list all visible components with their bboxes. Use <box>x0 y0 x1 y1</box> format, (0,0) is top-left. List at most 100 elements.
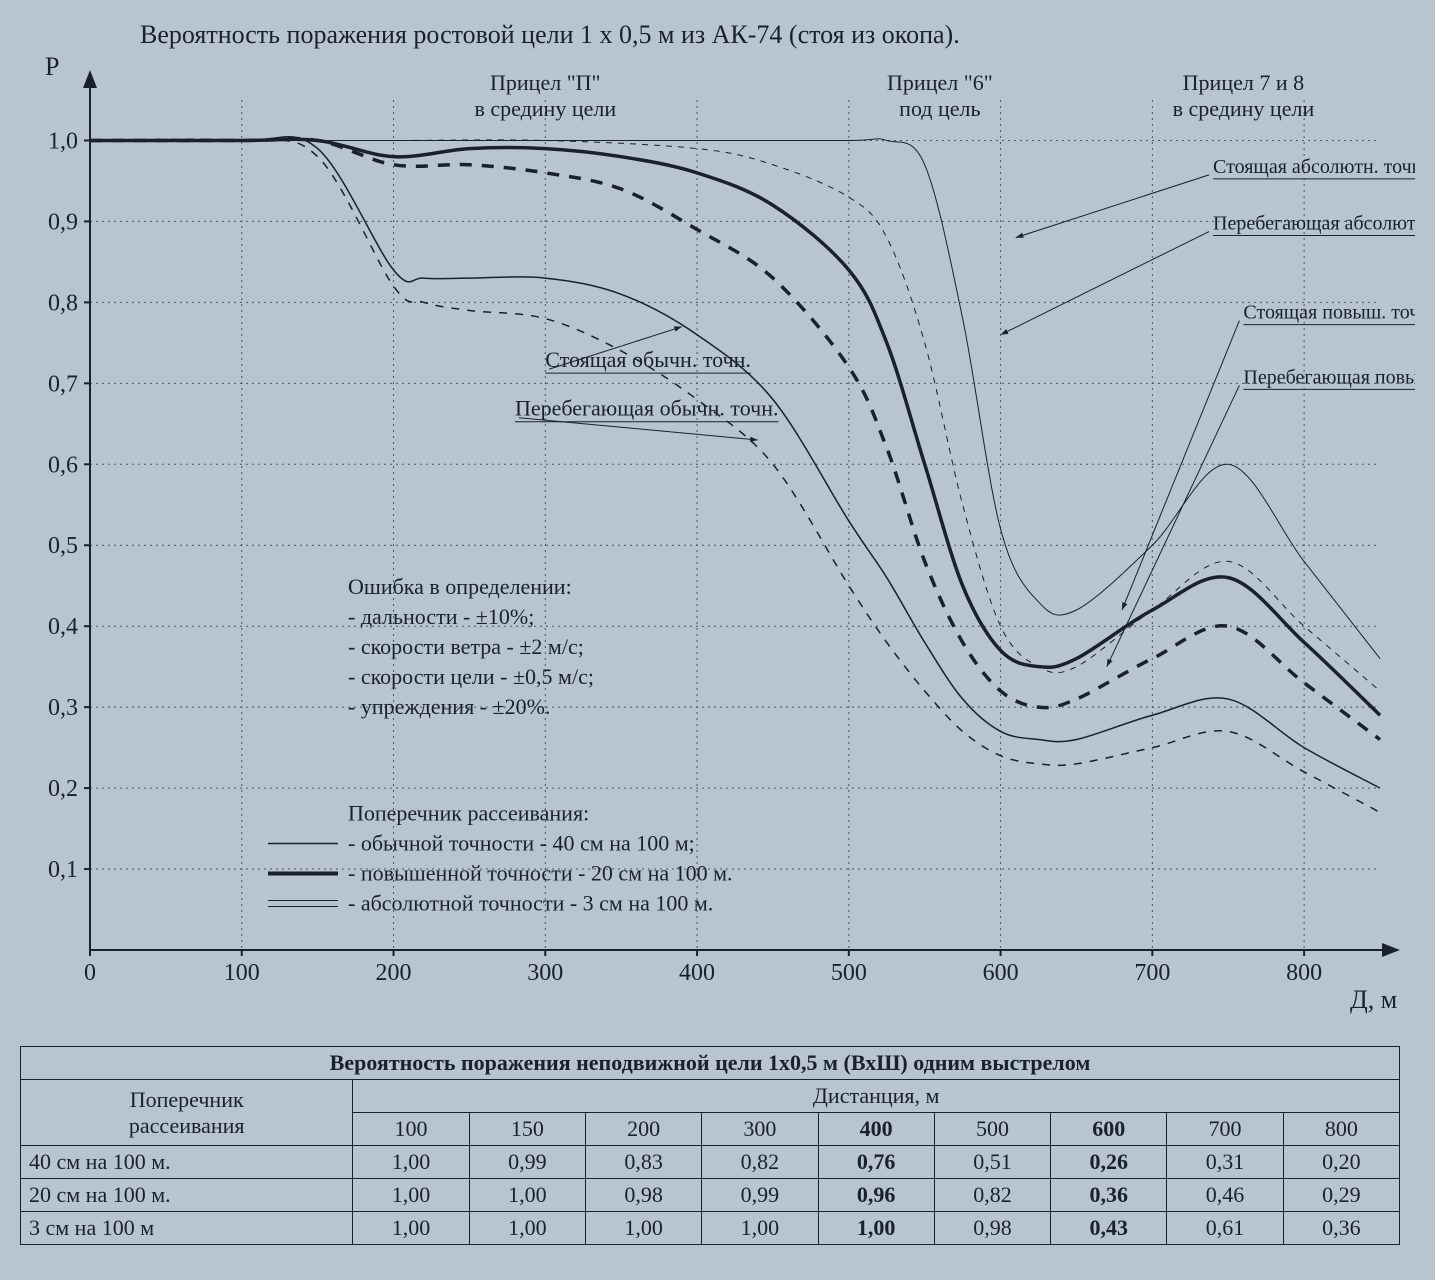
table-row: 3 см на 100 м1,001,001,001,001,000,980,4… <box>21 1212 1400 1245</box>
data-cell: 1,00 <box>585 1212 701 1245</box>
curve-label: Перебегающая повыш. точн. <box>1243 366 1415 388</box>
row-label: 3 см на 100 м <box>21 1212 353 1245</box>
y-tick-label: 0,2 <box>48 776 78 802</box>
y-tick-label: 0,8 <box>48 290 78 316</box>
y-tick-label: 0,1 <box>48 857 78 883</box>
data-cell: 1,00 <box>469 1179 585 1212</box>
data-cell: 1,00 <box>353 1212 469 1245</box>
data-cell: 0,20 <box>1283 1146 1399 1179</box>
chart-area: Вероятность поражения ростовой цели 1 x … <box>20 20 1415 1040</box>
leader-arrow <box>1001 329 1009 335</box>
y-axis-label: P <box>45 52 59 81</box>
data-cell: 0,61 <box>1167 1212 1283 1245</box>
table-title: Вероятность поражения неподвижной цели 1… <box>21 1047 1400 1080</box>
table-row: 20 см на 100 м.1,001,000,980,990,960,820… <box>21 1179 1400 1212</box>
data-cell: 0,36 <box>1051 1179 1167 1212</box>
dispersion-line: - обычной точности - 40 см на 100 м; <box>348 830 695 855</box>
leader-arrow <box>1016 233 1024 238</box>
leader-line <box>519 418 758 440</box>
distance-group-header: Дистанция, м <box>353 1080 1400 1113</box>
row-label: 20 см на 100 м. <box>21 1179 353 1212</box>
x-tick-label: 500 <box>831 960 867 986</box>
row-header-top: Поперечник <box>130 1087 244 1112</box>
leader-line <box>1001 232 1209 335</box>
data-cell: 1,00 <box>469 1212 585 1245</box>
data-cell: 0,76 <box>818 1146 934 1179</box>
curve-label: Стоящая обычн. точн. <box>545 347 751 372</box>
data-cell: 1,00 <box>818 1212 934 1245</box>
data-cell: 0,29 <box>1283 1179 1399 1212</box>
y-tick-label: 0,5 <box>48 533 78 559</box>
x-axis-label: Д, м <box>1350 985 1397 1014</box>
table-body: 40 см на 100 м.1,000,990,830,820,760,510… <box>21 1146 1400 1245</box>
data-cell: 0,96 <box>818 1179 934 1212</box>
leader-arrow <box>1122 602 1127 610</box>
region-label: в средину цели <box>474 96 616 121</box>
y-tick-label: 1,0 <box>48 128 78 154</box>
error-note-line: - скорости ветра - ±2 м/с; <box>348 634 584 659</box>
distance-col-200: 200 <box>585 1113 701 1146</box>
error-note-line: Ошибка в определении: <box>348 574 572 599</box>
data-cell: 0,83 <box>585 1146 701 1179</box>
x-axis-arrow <box>1382 943 1400 957</box>
y-tick-label: 0,3 <box>48 695 78 721</box>
curve-label: Стоящая повыш. точн. <box>1243 302 1415 324</box>
region-label: Прицел "П" <box>490 70 601 95</box>
row-header-bottom: рассеивания <box>129 1113 245 1138</box>
dispersion-line: - абсолютной точности - 3 см на 100 м. <box>348 890 713 915</box>
leader-line <box>1016 175 1209 238</box>
dispersion-header: Поперечник рассеивания: <box>348 800 589 825</box>
data-cell: 1,00 <box>353 1146 469 1179</box>
region-label: в средину цели <box>1173 96 1315 121</box>
y-tick-label: 0,7 <box>48 371 78 397</box>
distance-col-800: 800 <box>1283 1113 1399 1146</box>
data-cell: 0,99 <box>469 1146 585 1179</box>
curve-label: Перебегающая обычн. точн. <box>515 396 779 421</box>
table-header-row-1: Поперечник рассеивания Дистанция, м <box>21 1080 1400 1113</box>
page-container: Вероятность поражения ростовой цели 1 x … <box>20 20 1415 1245</box>
x-tick-label: 600 <box>983 960 1019 986</box>
region-label: Прицел 7 и 8 <box>1183 70 1304 95</box>
data-cell: 0,51 <box>934 1146 1050 1179</box>
distance-col-150: 150 <box>469 1113 585 1146</box>
x-tick-label: 100 <box>224 960 260 986</box>
series-standing-improved <box>90 139 1380 715</box>
curve-label: Перебегающая абсолютн. точн. <box>1213 213 1415 235</box>
x-tick-label: 300 <box>527 960 563 986</box>
curve-label: Стоящая абсолютн. точн. <box>1213 156 1415 178</box>
x-tick-label: 700 <box>1134 960 1170 986</box>
table-row-header: Поперечник рассеивания <box>21 1080 353 1146</box>
dispersion-line: - повышенной точности - 20 см на 100 м. <box>348 860 733 885</box>
chart-svg: 0 100 200 300 400 500 600 700 800 0,1 0,2 0,3 0,4 0,5… <box>20 20 1415 1040</box>
series-running-normal <box>90 139 1380 812</box>
y-tick-label: 0,6 <box>48 452 78 478</box>
data-cell: 0,98 <box>934 1212 1050 1245</box>
probability-table: Вероятность поражения неподвижной цели 1… <box>20 1046 1400 1245</box>
data-cell: 0,98 <box>585 1179 701 1212</box>
y-axis-arrow <box>83 70 97 88</box>
x-tick-label: 200 <box>376 960 412 986</box>
x-tick-label: 400 <box>679 960 715 986</box>
data-cell: 0,82 <box>702 1146 818 1179</box>
y-tick-label: 0,4 <box>48 614 78 640</box>
region-label: под цель <box>899 96 980 121</box>
error-note-line: - упреждения - ±20%. <box>348 694 550 719</box>
distance-col-300: 300 <box>702 1113 818 1146</box>
distance-col-700: 700 <box>1167 1113 1283 1146</box>
table-title-row: Вероятность поражения неподвижной цели 1… <box>21 1047 1400 1080</box>
distance-col-100: 100 <box>353 1113 469 1146</box>
chart-title: Вероятность поражения ростовой цели 1 x … <box>140 20 1340 50</box>
distance-col-600: 600 <box>1051 1113 1167 1146</box>
table-row: 40 см на 100 м.1,000,990,830,820,760,51 0… <box>21 1146 1400 1179</box>
region-label: Прицел "6" <box>887 70 993 95</box>
row-label: 40 см на 100 м. <box>21 1146 353 1179</box>
series-running-improved <box>90 139 1380 740</box>
x-tick-label: 0 <box>84 960 96 986</box>
data-cell: 1,00 <box>702 1212 818 1245</box>
data-cell: 1,00 <box>353 1179 469 1212</box>
distance-col-400: 400 <box>818 1113 934 1146</box>
x-tick-label: 800 <box>1286 960 1322 986</box>
data-cell: 0,36 <box>1283 1212 1399 1245</box>
data-cell: 0,82 <box>934 1179 1050 1212</box>
data-cell: 0,99 <box>702 1179 818 1212</box>
